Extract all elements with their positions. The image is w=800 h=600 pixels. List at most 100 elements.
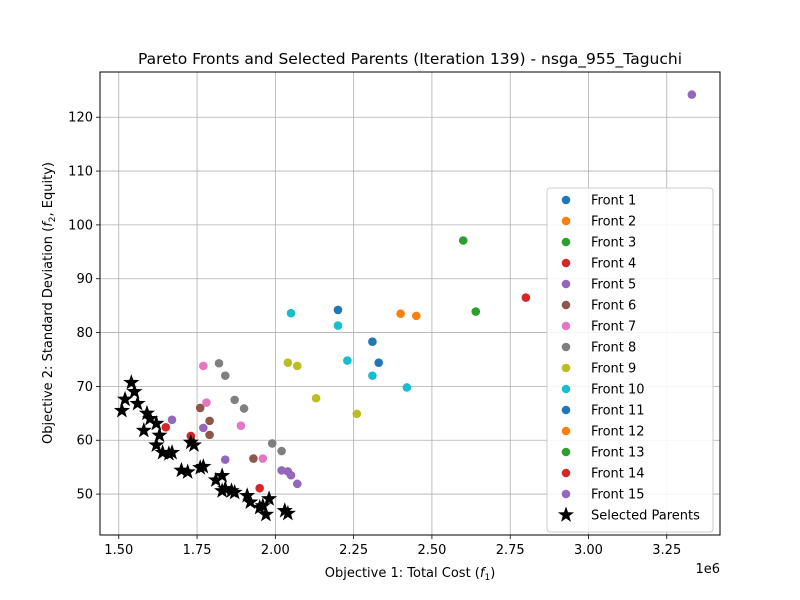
selected-parent-star	[151, 426, 168, 443]
front-9-point	[283, 358, 293, 368]
selected-parent-star	[179, 463, 196, 479]
legend-label: Front 2	[591, 215, 636, 230]
front-1-point	[374, 358, 383, 368]
legend-marker	[561, 279, 571, 289]
front-6-point	[205, 416, 214, 426]
y-tick-label: 90	[76, 272, 93, 287]
legend-marker	[561, 489, 571, 499]
front-3-point	[458, 236, 468, 245]
front-10-point	[343, 356, 352, 365]
selected-parent-star	[279, 504, 296, 521]
legend-label: Front 13	[591, 446, 645, 461]
y-axis-label-symbol: f	[41, 220, 56, 227]
selected-parent-star	[214, 467, 231, 483]
selected-parent-star	[226, 483, 243, 500]
front-8-point	[277, 446, 286, 456]
x-tick-label: 2.75	[496, 543, 525, 558]
legend-marker	[561, 258, 571, 268]
y-tick-label: 110	[68, 165, 93, 180]
front-9-point	[292, 361, 302, 371]
legend-label: Front 1	[591, 194, 636, 209]
front-7-point	[236, 421, 246, 431]
y-axis-ticks: 50 60 70 80 90 100 110 120	[68, 111, 100, 503]
front-15-point	[199, 423, 208, 433]
legend-marker-selected-parents	[557, 506, 575, 522]
plot-frame	[99, 71, 721, 536]
legend-marker	[561, 405, 571, 415]
front-10-point	[402, 383, 412, 392]
y-tick-label: 60	[76, 434, 93, 449]
legend: Front 1 Front 2 Front 3 Front 4 Front 5 Front…	[546, 187, 714, 533]
chart-title: Pareto Fronts and Selected Parents (Iter…	[138, 50, 682, 69]
legend-box	[546, 187, 714, 533]
legend-label: Front 6	[591, 299, 636, 314]
selected-parent-star	[135, 422, 152, 438]
legend-label: Front 3	[591, 236, 636, 251]
legend-label: Front 5	[591, 278, 636, 293]
front-14-point	[161, 423, 171, 432]
legend-marker	[561, 468, 571, 478]
front-9-point	[352, 409, 362, 419]
front-15-point	[167, 415, 177, 425]
y-tick-label: 80	[76, 326, 93, 341]
front-7-point	[199, 361, 208, 371]
front-14-point	[255, 483, 264, 493]
front-6-point	[205, 430, 214, 440]
selected-parent-star	[207, 471, 224, 487]
x-axis-label-subscript: 1	[484, 573, 490, 583]
x-tick-label: 2.00	[261, 543, 290, 558]
legend-label: Front 10	[591, 383, 645, 398]
y-axis-label-text: Objective 2: Standard Deviation (	[41, 227, 56, 444]
legend-label: Front 9	[591, 362, 636, 377]
front-8-point	[230, 395, 239, 405]
front-4-point	[521, 293, 531, 302]
selected-parent-star	[129, 395, 146, 411]
x-tick-label: 1.50	[104, 543, 133, 558]
front-7-point	[202, 398, 211, 407]
selected-parent-star	[116, 390, 134, 407]
legend-label: Front 4	[591, 257, 636, 272]
legend-label: Selected Parents	[591, 509, 700, 524]
data-points	[161, 90, 697, 493]
front-3-point	[471, 307, 481, 316]
legend-marker	[561, 363, 571, 373]
front-10-point	[368, 371, 377, 380]
y-axis-label-end: , Equity)	[41, 162, 56, 216]
legend-label: Front 7	[591, 320, 636, 335]
y-tick-label: 50	[76, 488, 93, 503]
x-axis-label-end: )	[490, 566, 495, 581]
selected-parent-star	[276, 502, 293, 518]
front-10-point	[333, 321, 343, 330]
selected-parent-star	[148, 415, 165, 431]
selected-parent-star	[195, 458, 212, 474]
legend-label: Front 12	[591, 425, 645, 440]
x-axis-label-text: Objective 1: Total Cost (	[325, 566, 480, 581]
front-15-point	[292, 479, 302, 489]
legend-marker	[561, 216, 571, 226]
front-1-point	[368, 337, 377, 347]
selected-parent-star	[257, 506, 275, 522]
front-1-point	[333, 305, 343, 315]
front-8-point	[267, 439, 277, 448]
front-15-point	[286, 470, 296, 480]
front-2-point	[396, 309, 405, 319]
selected-parents-points	[113, 374, 296, 522]
front-8-point	[239, 404, 249, 413]
legend-marker	[561, 447, 571, 457]
legend-label: Front 8	[591, 341, 636, 356]
selected-parent-star	[239, 487, 256, 503]
legend-label: Front 14	[591, 467, 645, 482]
front-7-point	[258, 454, 268, 463]
selected-parent-star	[182, 433, 199, 450]
selected-parent-star	[113, 402, 130, 418]
legend-label: Front 11	[591, 404, 645, 419]
x-tick-label: 1.75	[183, 543, 212, 558]
legend-marker	[561, 384, 571, 394]
legend-marker	[561, 426, 571, 436]
selected-parent-star	[254, 497, 271, 513]
front-15-point	[220, 455, 230, 464]
y-axis-label-subscript: 2	[48, 216, 58, 222]
y-tick-label: 120	[68, 111, 93, 126]
front-2-point	[411, 311, 421, 321]
front-10-point	[286, 308, 296, 318]
